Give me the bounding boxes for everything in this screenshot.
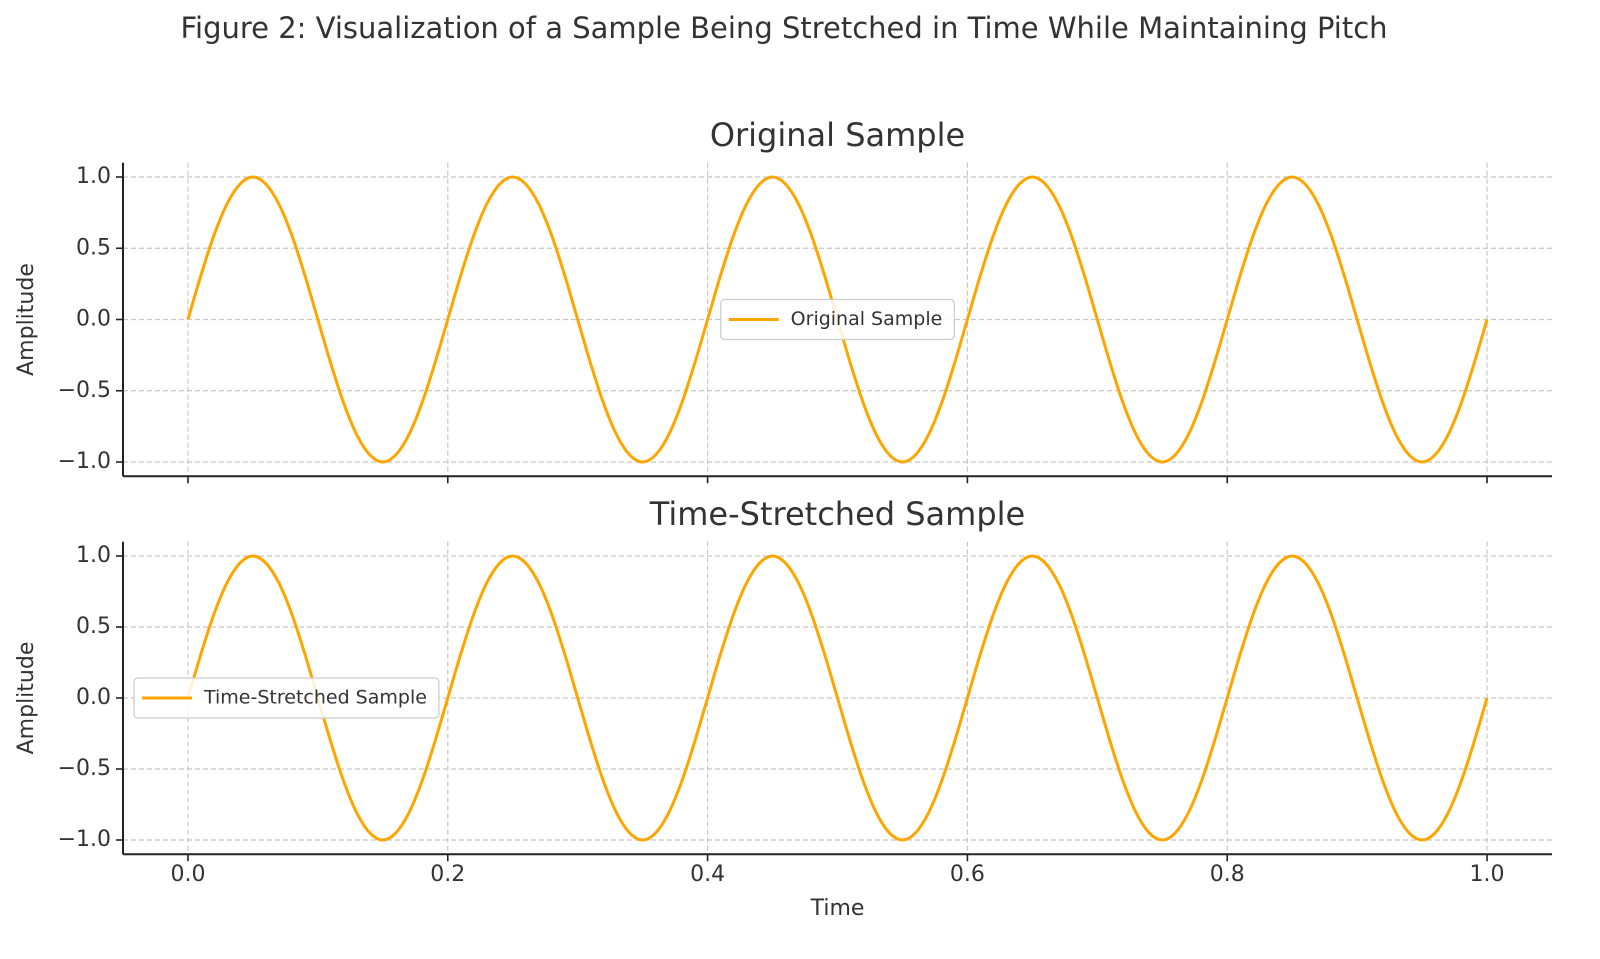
y-tick-label: 0.0 bbox=[76, 685, 111, 710]
x-tick-label: 0.8 bbox=[1210, 862, 1245, 887]
x-axis-label: Time bbox=[810, 896, 865, 921]
x-tick-label: 0.2 bbox=[430, 862, 465, 887]
legend-box bbox=[720, 298, 955, 341]
legend-box bbox=[133, 677, 440, 719]
y-tick-label: 0.5 bbox=[76, 614, 111, 639]
figure-title: Figure 2: Visualization of a Sample Bein… bbox=[180, 11, 1387, 45]
y-tick-label: −1.0 bbox=[58, 449, 111, 474]
x-tick-label: 0.6 bbox=[950, 862, 985, 887]
y-tick-label: 1.0 bbox=[76, 543, 111, 568]
x-tick-label: 0.0 bbox=[170, 862, 205, 887]
series-line bbox=[186, 554, 1489, 842]
legend-label: Original Sample bbox=[791, 308, 943, 330]
y-tick-label: 0.5 bbox=[76, 235, 111, 260]
subplot-title: Original Sample bbox=[710, 116, 965, 154]
x-tick-label: 0.4 bbox=[690, 862, 725, 887]
x-tick-label: 1.0 bbox=[1470, 862, 1505, 887]
y-tick-label: 1.0 bbox=[76, 164, 111, 189]
legend: Time-Stretched Sample bbox=[133, 677, 440, 719]
y-tick-label: −0.5 bbox=[58, 378, 111, 403]
legend: Original Sample bbox=[720, 298, 955, 341]
legend-label: Time-Stretched Sample bbox=[203, 687, 427, 709]
subplot-title: Time-Stretched Sample bbox=[649, 495, 1025, 533]
y-tick-label: −1.0 bbox=[58, 827, 111, 852]
y-axis-label: Amplitude bbox=[14, 642, 39, 755]
y-tick-label: −0.5 bbox=[58, 756, 111, 781]
y-axis-label: Amplitude bbox=[14, 263, 39, 376]
y-tick-label: 0.0 bbox=[76, 307, 111, 332]
